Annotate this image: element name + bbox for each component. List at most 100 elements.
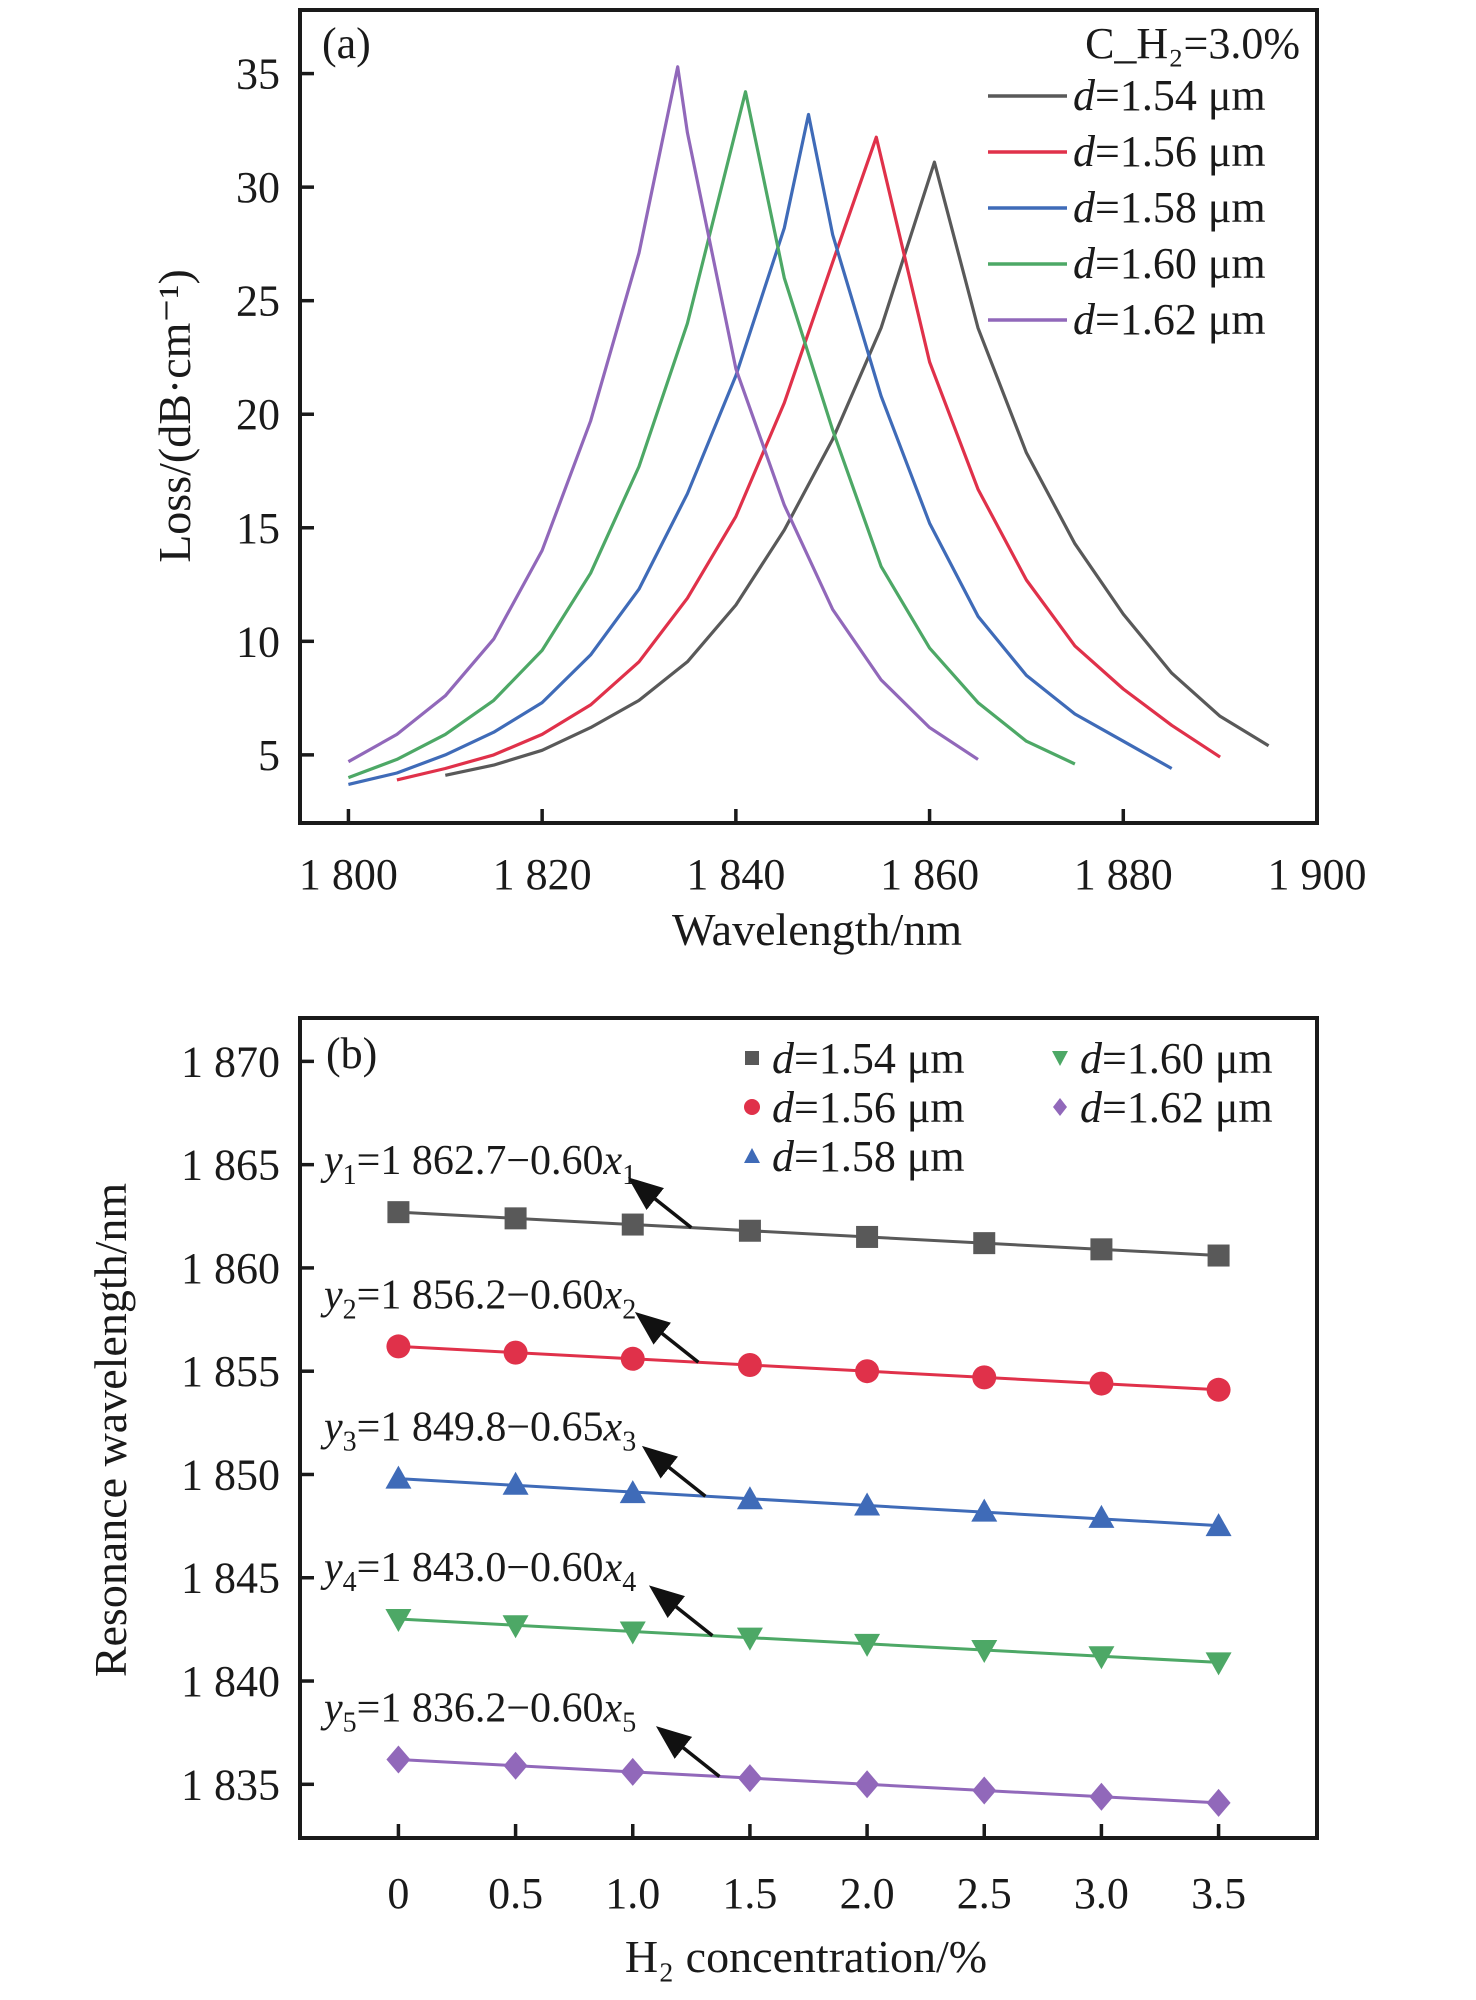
data-point <box>738 1219 761 1242</box>
legend-label: d=1.54 μm <box>772 1034 965 1083</box>
data-point <box>1089 1371 1114 1396</box>
legend-label-4: d=1.60 μm <box>1073 239 1266 288</box>
data-point <box>971 1640 998 1664</box>
series-4 <box>385 1609 1232 1676</box>
data-point <box>737 1353 762 1378</box>
annotation-arrow-1 <box>627 1177 693 1230</box>
x-tick-label: 2.0 <box>840 1869 895 1918</box>
panel-b-x-axis-title: H₂ concentration/% <box>625 1931 987 1982</box>
data-point <box>620 1757 645 1786</box>
x-tick-label: 0 <box>387 1869 409 1918</box>
panel-b-label: (b) <box>326 1029 377 1078</box>
annotation-arrow-3 <box>641 1445 707 1498</box>
series-1 <box>387 1201 1230 1267</box>
y-tick-label: 1 835 <box>181 1760 280 1809</box>
data-point <box>621 1213 644 1236</box>
fit-line-3 <box>398 1477 1219 1528</box>
panel-a-y-ticks: 5 10 15 20 25 30 35 <box>236 50 314 780</box>
panel-b-frame <box>298 1016 1319 1840</box>
legend-label: d=1.60 μm <box>1080 1034 1273 1083</box>
x-tick-label: 2.5 <box>957 1869 1012 1918</box>
x-tick-label: 1 860 <box>880 850 979 899</box>
series-2 <box>386 1334 1231 1402</box>
x-tick-label: 1 820 <box>493 850 592 899</box>
legend-item-4: d=1.60 μm <box>1052 1034 1273 1083</box>
x-tick-label: 1 800 <box>299 850 398 899</box>
legend-marker <box>1052 1051 1068 1066</box>
data-point <box>1088 1504 1115 1528</box>
data-point <box>972 1365 997 1390</box>
y-tick-label: 35 <box>236 50 280 99</box>
legend-marker <box>744 1099 760 1115</box>
data-point <box>1206 1788 1231 1817</box>
annotation-arrow-4 <box>648 1585 714 1638</box>
fit-equation-4: y4=1 843.0−0.60x4 <box>320 1545 636 1598</box>
fit-equation-2: y2=1 856.2−0.60x2 <box>320 1272 636 1325</box>
data-point <box>1090 1238 1113 1261</box>
data-point <box>737 1764 762 1793</box>
legend-label: d=1.62 μm <box>1080 1083 1273 1132</box>
data-point <box>972 1776 997 1805</box>
curve-series-4 <box>347 90 1076 780</box>
data-point <box>385 1609 412 1633</box>
series-3 <box>385 1465 1232 1537</box>
y-tick-label: 30 <box>236 163 280 212</box>
curve-series-1 <box>444 160 1270 777</box>
data-point <box>855 1359 880 1384</box>
y-tick-label: 25 <box>236 277 280 326</box>
legend-label-1: d=1.54 μm <box>1073 71 1266 120</box>
x-tick-label: 3.0 <box>1074 1869 1129 1918</box>
panel-a-legend: d=1.54 μm d=1.56 μm d=1.58 μm d=1.60 μm d=1.… <box>988 71 1266 344</box>
data-point <box>503 1340 528 1365</box>
data-point <box>971 1498 998 1522</box>
data-point <box>1206 1377 1231 1402</box>
annotation-arrow-5 <box>655 1726 721 1778</box>
legend-item-3: d=1.58 μm <box>744 1132 965 1181</box>
fit-equation-3: y3=1 849.8−0.65x3 <box>320 1405 636 1458</box>
panel-a-x-axis-title: Wavelength/nm <box>672 904 962 955</box>
legend-label: d=1.58 μm <box>772 1132 965 1181</box>
panel-a-y-axis-title: Loss/(dB·cm⁻¹) <box>149 269 200 563</box>
data-point <box>502 1471 529 1495</box>
panel-a-frame <box>298 8 1319 825</box>
fit-line-5 <box>398 1758 1219 1805</box>
legend-label-5: d=1.62 μm <box>1073 295 1266 344</box>
curve-series-3 <box>348 112 1173 786</box>
panel-b-y-ticks: 1 835 1 840 1 845 1 850 1 855 1 860 1 865 1 870 <box>181 1037 314 1809</box>
data-point <box>620 1346 645 1371</box>
fit-equation-5: y5=1 836.2−0.60x5 <box>320 1686 636 1739</box>
legend-marker <box>1053 1098 1067 1116</box>
legend-label-2: d=1.56 μm <box>1073 127 1266 176</box>
y-tick-label: 1 845 <box>181 1554 280 1603</box>
annotation-arrow-2 <box>634 1311 700 1364</box>
y-tick-label: 1 840 <box>181 1657 280 1706</box>
data-point <box>854 1492 881 1516</box>
y-tick-label: 1 855 <box>181 1347 280 1396</box>
legend-item-5: d=1.62 μm <box>1053 1083 1273 1132</box>
data-point <box>1205 1652 1232 1676</box>
panel-b-y-axis-title: Resonance wavelength/nm <box>85 1183 136 1678</box>
data-point <box>973 1232 996 1255</box>
panel-b-x-ticks: 0 0.5 1.0 1.5 2.0 2.5 3.0 3.5 <box>387 1824 1246 1918</box>
panel-a-loss-spectrum: 1 800 1 820 1 840 1 860 1 880 1 900 5 10 15 20 25… <box>149 8 1367 955</box>
legend-marker <box>744 1148 760 1163</box>
legend-label-3: d=1.58 μm <box>1073 183 1266 232</box>
y-tick-label: 10 <box>236 617 280 666</box>
y-tick-label: 1 865 <box>181 1141 280 1190</box>
data-point <box>854 1633 881 1657</box>
y-tick-label: 1 860 <box>181 1244 280 1293</box>
x-tick-label: 1 840 <box>686 850 785 899</box>
data-point <box>1205 1513 1232 1537</box>
legend-label: d=1.56 μm <box>772 1083 965 1132</box>
x-tick-label: 1 880 <box>1074 850 1173 899</box>
legend-item-1: d=1.54 μm <box>745 1034 965 1083</box>
series-5 <box>386 1745 1231 1817</box>
data-point <box>503 1751 528 1780</box>
panel-b-fit-equations: y1=1 862.7−0.60x1 y2=1 856.2−0.60x2 y3=1 8… <box>320 1138 721 1778</box>
panel-b-legend: d=1.54 μmd=1.56 μmd=1.58 μm d=1.60 μmd=1.… <box>744 1034 1273 1181</box>
data-point <box>1088 1646 1115 1670</box>
y-tick-label: 20 <box>236 390 280 439</box>
data-point <box>619 1480 646 1504</box>
